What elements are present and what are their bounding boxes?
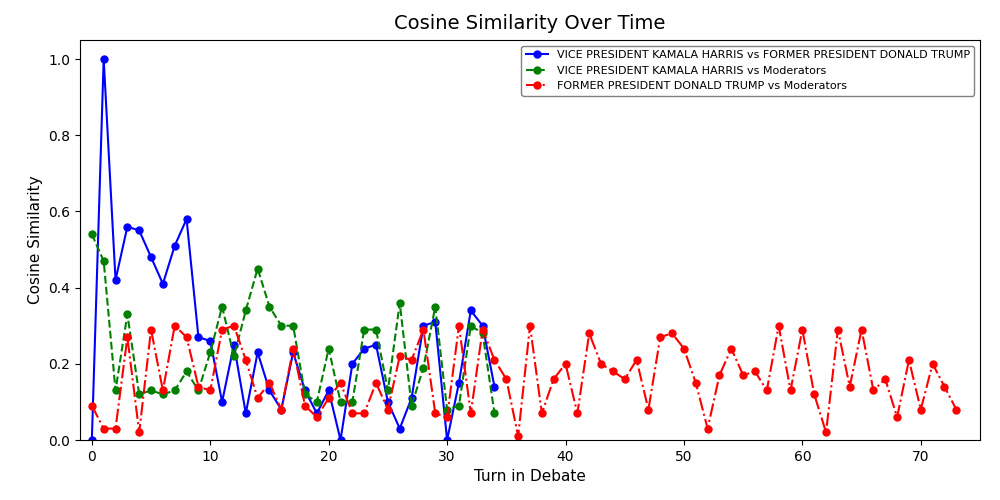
VICE PRESIDENT KAMALA HARRIS vs Moderators bbox=[477, 330, 489, 336]
VICE PRESIDENT KAMALA HARRIS vs Moderators bbox=[382, 388, 394, 394]
VICE PRESIDENT KAMALA HARRIS vs FORMER PRESIDENT DONALD TRUMP bbox=[240, 410, 252, 416]
VICE PRESIDENT KAMALA HARRIS vs Moderators bbox=[311, 399, 323, 405]
VICE PRESIDENT KAMALA HARRIS vs FORMER PRESIDENT DONALD TRUMP bbox=[121, 224, 133, 230]
VICE PRESIDENT KAMALA HARRIS vs Moderators bbox=[157, 392, 169, 398]
FORMER PRESIDENT DONALD TRUMP vs Moderators bbox=[275, 406, 287, 412]
VICE PRESIDENT KAMALA HARRIS vs FORMER PRESIDENT DONALD TRUMP bbox=[335, 437, 347, 443]
VICE PRESIDENT KAMALA HARRIS vs FORMER PRESIDENT DONALD TRUMP bbox=[287, 350, 299, 356]
VICE PRESIDENT KAMALA HARRIS vs Moderators bbox=[441, 406, 453, 412]
VICE PRESIDENT KAMALA HARRIS vs FORMER PRESIDENT DONALD TRUMP bbox=[477, 322, 489, 328]
FORMER PRESIDENT DONALD TRUMP vs Moderators bbox=[891, 414, 903, 420]
VICE PRESIDENT KAMALA HARRIS vs FORMER PRESIDENT DONALD TRUMP bbox=[465, 308, 477, 314]
FORMER PRESIDENT DONALD TRUMP vs Moderators bbox=[287, 346, 299, 352]
VICE PRESIDENT KAMALA HARRIS vs FORMER PRESIDENT DONALD TRUMP bbox=[453, 380, 465, 386]
VICE PRESIDENT KAMALA HARRIS vs FORMER PRESIDENT DONALD TRUMP bbox=[228, 342, 240, 348]
VICE PRESIDENT KAMALA HARRIS vs FORMER PRESIDENT DONALD TRUMP bbox=[488, 384, 500, 390]
VICE PRESIDENT KAMALA HARRIS vs Moderators bbox=[98, 258, 110, 264]
FORMER PRESIDENT DONALD TRUMP vs Moderators bbox=[86, 402, 98, 408]
VICE PRESIDENT KAMALA HARRIS vs FORMER PRESIDENT DONALD TRUMP bbox=[204, 338, 216, 344]
VICE PRESIDENT KAMALA HARRIS vs FORMER PRESIDENT DONALD TRUMP bbox=[98, 56, 110, 62]
VICE PRESIDENT KAMALA HARRIS vs FORMER PRESIDENT DONALD TRUMP bbox=[157, 281, 169, 287]
VICE PRESIDENT KAMALA HARRIS vs Moderators bbox=[110, 388, 122, 394]
VICE PRESIDENT KAMALA HARRIS vs FORMER PRESIDENT DONALD TRUMP bbox=[346, 361, 358, 367]
VICE PRESIDENT KAMALA HARRIS vs Moderators bbox=[192, 388, 204, 394]
VICE PRESIDENT KAMALA HARRIS vs FORMER PRESIDENT DONALD TRUMP bbox=[216, 399, 228, 405]
VICE PRESIDENT KAMALA HARRIS vs FORMER PRESIDENT DONALD TRUMP bbox=[252, 350, 264, 356]
VICE PRESIDENT KAMALA HARRIS vs Moderators bbox=[133, 392, 145, 398]
VICE PRESIDENT KAMALA HARRIS vs Moderators bbox=[121, 312, 133, 318]
VICE PRESIDENT KAMALA HARRIS vs Moderators bbox=[429, 304, 441, 310]
Y-axis label: Cosine Similarity: Cosine Similarity bbox=[28, 176, 43, 304]
VICE PRESIDENT KAMALA HARRIS vs FORMER PRESIDENT DONALD TRUMP bbox=[429, 319, 441, 325]
VICE PRESIDENT KAMALA HARRIS vs Moderators bbox=[275, 322, 287, 328]
VICE PRESIDENT KAMALA HARRIS vs FORMER PRESIDENT DONALD TRUMP bbox=[299, 388, 311, 394]
VICE PRESIDENT KAMALA HARRIS vs Moderators bbox=[406, 402, 418, 408]
VICE PRESIDENT KAMALA HARRIS vs FORMER PRESIDENT DONALD TRUMP bbox=[133, 228, 145, 234]
VICE PRESIDENT KAMALA HARRIS vs FORMER PRESIDENT DONALD TRUMP bbox=[169, 242, 181, 248]
X-axis label: Turn in Debate: Turn in Debate bbox=[474, 470, 586, 484]
VICE PRESIDENT KAMALA HARRIS vs Moderators bbox=[417, 364, 429, 370]
VICE PRESIDENT KAMALA HARRIS vs FORMER PRESIDENT DONALD TRUMP bbox=[394, 426, 406, 432]
FORMER PRESIDENT DONALD TRUMP vs Moderators bbox=[382, 406, 394, 412]
VICE PRESIDENT KAMALA HARRIS vs FORMER PRESIDENT DONALD TRUMP bbox=[323, 388, 335, 394]
VICE PRESIDENT KAMALA HARRIS vs FORMER PRESIDENT DONALD TRUMP bbox=[181, 216, 193, 222]
VICE PRESIDENT KAMALA HARRIS vs Moderators bbox=[299, 392, 311, 398]
VICE PRESIDENT KAMALA HARRIS vs FORMER PRESIDENT DONALD TRUMP bbox=[86, 437, 98, 443]
FORMER PRESIDENT DONALD TRUMP vs Moderators bbox=[512, 433, 524, 439]
Line: VICE PRESIDENT KAMALA HARRIS vs FORMER PRESIDENT DONALD TRUMP: VICE PRESIDENT KAMALA HARRIS vs FORMER P… bbox=[88, 56, 498, 444]
Line: VICE PRESIDENT KAMALA HARRIS vs Moderators: VICE PRESIDENT KAMALA HARRIS vs Moderato… bbox=[88, 231, 498, 417]
VICE PRESIDENT KAMALA HARRIS vs FORMER PRESIDENT DONALD TRUMP bbox=[192, 334, 204, 340]
VICE PRESIDENT KAMALA HARRIS vs Moderators bbox=[86, 232, 98, 237]
VICE PRESIDENT KAMALA HARRIS vs Moderators bbox=[252, 266, 264, 272]
VICE PRESIDENT KAMALA HARRIS vs Moderators bbox=[216, 304, 228, 310]
Title: Cosine Similarity Over Time: Cosine Similarity Over Time bbox=[394, 14, 666, 33]
VICE PRESIDENT KAMALA HARRIS vs Moderators bbox=[204, 350, 216, 356]
VICE PRESIDENT KAMALA HARRIS vs Moderators bbox=[488, 410, 500, 416]
VICE PRESIDENT KAMALA HARRIS vs FORMER PRESIDENT DONALD TRUMP bbox=[358, 346, 370, 352]
VICE PRESIDENT KAMALA HARRIS vs Moderators bbox=[323, 346, 335, 352]
VICE PRESIDENT KAMALA HARRIS vs Moderators bbox=[370, 326, 382, 332]
VICE PRESIDENT KAMALA HARRIS vs Moderators bbox=[346, 399, 358, 405]
VICE PRESIDENT KAMALA HARRIS vs FORMER PRESIDENT DONALD TRUMP bbox=[110, 277, 122, 283]
VICE PRESIDENT KAMALA HARRIS vs FORMER PRESIDENT DONALD TRUMP bbox=[382, 399, 394, 405]
VICE PRESIDENT KAMALA HARRIS vs FORMER PRESIDENT DONALD TRUMP bbox=[145, 254, 157, 260]
FORMER PRESIDENT DONALD TRUMP vs Moderators bbox=[169, 322, 181, 328]
Line: FORMER PRESIDENT DONALD TRUMP vs Moderators: FORMER PRESIDENT DONALD TRUMP vs Moderat… bbox=[88, 322, 960, 440]
FORMER PRESIDENT DONALD TRUMP vs Moderators bbox=[583, 330, 595, 336]
Legend: VICE PRESIDENT KAMALA HARRIS vs FORMER PRESIDENT DONALD TRUMP, VICE PRESIDENT KA: VICE PRESIDENT KAMALA HARRIS vs FORMER P… bbox=[521, 46, 974, 96]
VICE PRESIDENT KAMALA HARRIS vs Moderators bbox=[335, 399, 347, 405]
VICE PRESIDENT KAMALA HARRIS vs Moderators bbox=[465, 322, 477, 328]
VICE PRESIDENT KAMALA HARRIS vs Moderators bbox=[287, 322, 299, 328]
VICE PRESIDENT KAMALA HARRIS vs FORMER PRESIDENT DONALD TRUMP bbox=[417, 322, 429, 328]
VICE PRESIDENT KAMALA HARRIS vs Moderators bbox=[394, 300, 406, 306]
VICE PRESIDENT KAMALA HARRIS vs FORMER PRESIDENT DONALD TRUMP bbox=[406, 395, 418, 401]
VICE PRESIDENT KAMALA HARRIS vs Moderators bbox=[169, 388, 181, 394]
FORMER PRESIDENT DONALD TRUMP vs Moderators bbox=[950, 406, 962, 412]
VICE PRESIDENT KAMALA HARRIS vs Moderators bbox=[453, 402, 465, 408]
VICE PRESIDENT KAMALA HARRIS vs FORMER PRESIDENT DONALD TRUMP bbox=[370, 342, 382, 348]
VICE PRESIDENT KAMALA HARRIS vs Moderators bbox=[228, 353, 240, 359]
VICE PRESIDENT KAMALA HARRIS vs Moderators bbox=[181, 368, 193, 374]
VICE PRESIDENT KAMALA HARRIS vs Moderators bbox=[145, 388, 157, 394]
FORMER PRESIDENT DONALD TRUMP vs Moderators bbox=[595, 361, 607, 367]
VICE PRESIDENT KAMALA HARRIS vs FORMER PRESIDENT DONALD TRUMP bbox=[311, 410, 323, 416]
VICE PRESIDENT KAMALA HARRIS vs Moderators bbox=[263, 304, 275, 310]
VICE PRESIDENT KAMALA HARRIS vs FORMER PRESIDENT DONALD TRUMP bbox=[441, 437, 453, 443]
VICE PRESIDENT KAMALA HARRIS vs Moderators bbox=[358, 326, 370, 332]
VICE PRESIDENT KAMALA HARRIS vs FORMER PRESIDENT DONALD TRUMP bbox=[263, 388, 275, 394]
VICE PRESIDENT KAMALA HARRIS vs FORMER PRESIDENT DONALD TRUMP bbox=[275, 406, 287, 412]
VICE PRESIDENT KAMALA HARRIS vs Moderators bbox=[240, 308, 252, 314]
